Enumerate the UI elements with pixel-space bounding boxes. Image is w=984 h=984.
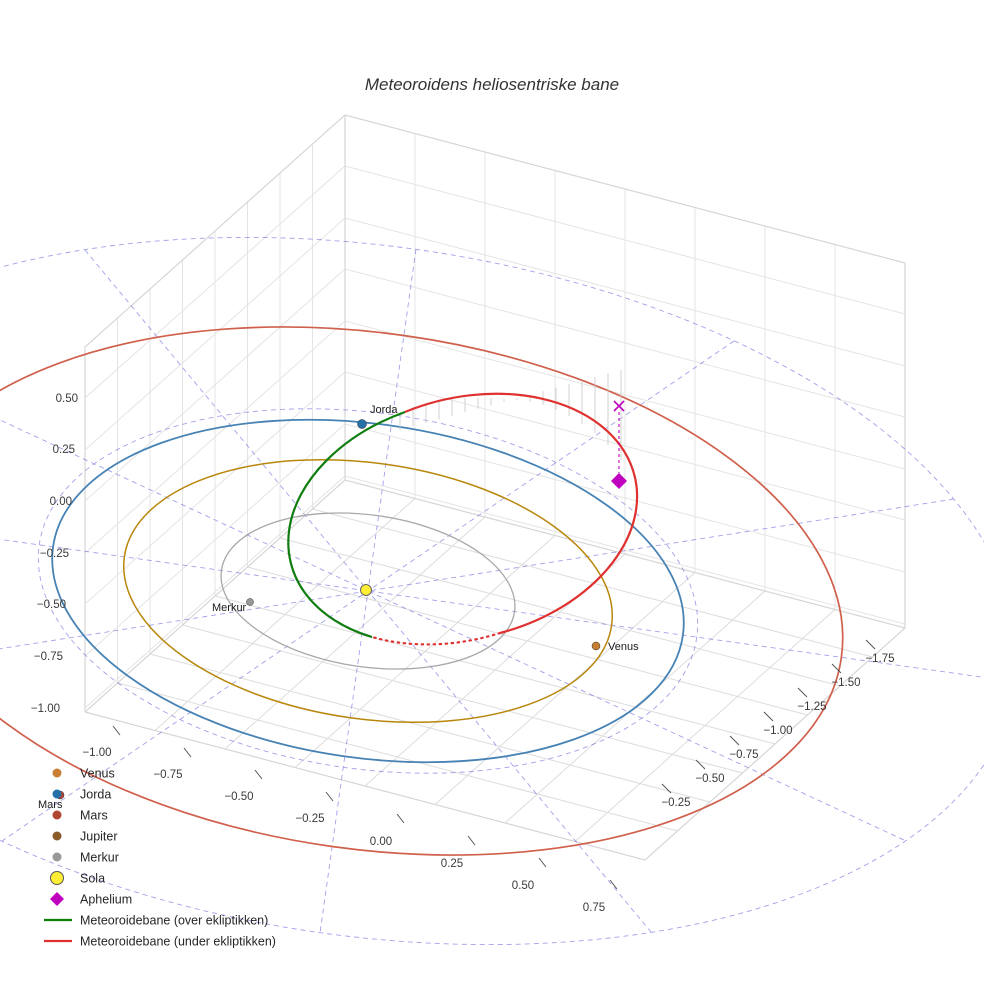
legend-label: Venus <box>80 767 115 781</box>
legend-item-aphelium: Aphelium <box>50 892 132 907</box>
meteoroid-orbit <box>287 392 639 646</box>
z-axis-tick-labels: 0.50 0.25 0.00 −0.25 −0.50 −0.75 −1.00 <box>31 393 78 715</box>
z-tick-label: 0.25 <box>53 444 75 456</box>
merkur-orbit <box>220 512 516 670</box>
y-tick-label: −1.50 <box>831 677 860 689</box>
legend-item-merkur: Merkur <box>52 851 119 865</box>
aphelium-legend-marker <box>50 892 64 906</box>
legend-item-sola: Sola <box>50 871 105 886</box>
legend-item-venus: Venus <box>52 767 115 781</box>
legend-label: Merkur <box>80 851 119 865</box>
x-tick-label: −0.50 <box>224 791 253 803</box>
body-markers <box>55 400 627 800</box>
merkur-label: Merkur <box>212 602 247 614</box>
orbit-height-stems <box>399 370 622 460</box>
venus-orbit <box>122 458 614 724</box>
legend-label: Jorda <box>80 788 111 802</box>
z-tick-label: 0.00 <box>50 496 72 508</box>
legend-label: Meteoroidebane (under ekliptikken) <box>80 935 276 949</box>
merkur-legend-marker <box>52 852 62 862</box>
meteoroid-x-marker <box>613 400 625 412</box>
x-tick-label: 0.50 <box>512 880 534 892</box>
jorda-marker <box>357 419 367 429</box>
plot-title: Meteoroidens heliosentriske bane <box>365 75 619 94</box>
mars-legend-marker <box>52 810 62 820</box>
legend-label: Mars <box>80 809 108 823</box>
jorda-orbit <box>51 418 685 764</box>
right-pane-vertical-gridlines <box>414 133 836 610</box>
plot-annotations: Jorda Merkur Venus Mars <box>38 404 639 811</box>
z-tick-label: −0.50 <box>37 599 66 611</box>
tick-marks <box>112 639 876 890</box>
x-tick-label: 0.00 <box>370 836 392 848</box>
axes-box-edges <box>84 114 906 861</box>
y-axis-tick-labels: −0.25 −0.50 −0.75 −1.00 −1.25 −1.50 −1.7… <box>661 653 894 809</box>
y-tick-label: −1.00 <box>763 725 792 737</box>
mars-orbit <box>0 326 844 856</box>
meteoroid-orbit-above-ecliptic <box>287 410 406 639</box>
sola-marker <box>360 584 372 596</box>
x-tick-label: −1.00 <box>82 747 111 759</box>
x-tick-label: −0.25 <box>295 813 324 825</box>
y-tick-label: −0.75 <box>729 749 758 761</box>
meteoroid-orbit-below-ecliptic <box>404 392 639 635</box>
legend-item-meteoroid-below: Meteoroidebane (under ekliptikken) <box>44 935 276 949</box>
x-tick-label: 0.75 <box>583 902 605 914</box>
legend: Venus Jorda Mars Jupiter Merkur Sola Aph… <box>44 767 276 949</box>
venus-marker <box>591 641 601 651</box>
venus-label: Venus <box>608 641 639 653</box>
z-tick-label: 0.50 <box>56 393 78 405</box>
jorda-legend-marker <box>52 789 62 799</box>
merkur-marker <box>246 598 254 606</box>
y-tick-label: −0.50 <box>695 773 724 785</box>
floor-y-gridlines <box>117 508 873 832</box>
x-tick-label: 0.25 <box>441 858 463 870</box>
z-tick-label: −0.25 <box>40 548 69 560</box>
x-axis-tick-marks <box>112 725 618 890</box>
y-axis-tick-marks <box>661 639 876 794</box>
legend-label: Meteoroidebane (over ekliptikken) <box>80 914 268 928</box>
left-pane-vertical-gridlines <box>117 144 313 683</box>
axes-panes <box>84 133 906 709</box>
y-tick-label: −0.25 <box>661 797 690 809</box>
jupiter-legend-marker <box>52 831 62 841</box>
legend-label: Jupiter <box>80 830 118 844</box>
z-tick-label: −1.00 <box>31 703 60 715</box>
aphelium-marker <box>611 473 627 489</box>
meteoroid-orbit-below-ecliptic-dotted <box>370 631 502 646</box>
sola-legend-marker <box>50 871 64 885</box>
x-axis-tick-labels: −1.00 −0.75 −0.50 −0.25 0.00 0.25 0.50 0… <box>82 747 605 914</box>
y-tick-label: −1.75 <box>865 653 894 665</box>
ecliptic-polar-grid <box>0 236 984 946</box>
legend-item-jorda: Jorda <box>52 788 111 802</box>
venus-legend-marker <box>52 768 62 778</box>
polar-circle-outer <box>0 236 984 946</box>
floor-grid <box>117 498 873 842</box>
legend-label: Aphelium <box>80 893 132 907</box>
legend-item-mars: Mars <box>52 809 108 823</box>
legend-label: Sola <box>80 872 105 886</box>
legend-item-meteoroid-above: Meteoroidebane (over ekliptikken) <box>44 914 268 928</box>
polar-circle-inner <box>37 408 699 774</box>
planet-orbits <box>0 326 844 856</box>
mars-label: Mars <box>38 799 63 811</box>
jorda-label: Jorda <box>370 404 398 416</box>
x-tick-label: −0.75 <box>153 769 182 781</box>
z-tick-label: −0.75 <box>34 651 63 663</box>
legend-item-jupiter: Jupiter <box>52 830 118 844</box>
y-tick-label: −1.25 <box>797 701 826 713</box>
